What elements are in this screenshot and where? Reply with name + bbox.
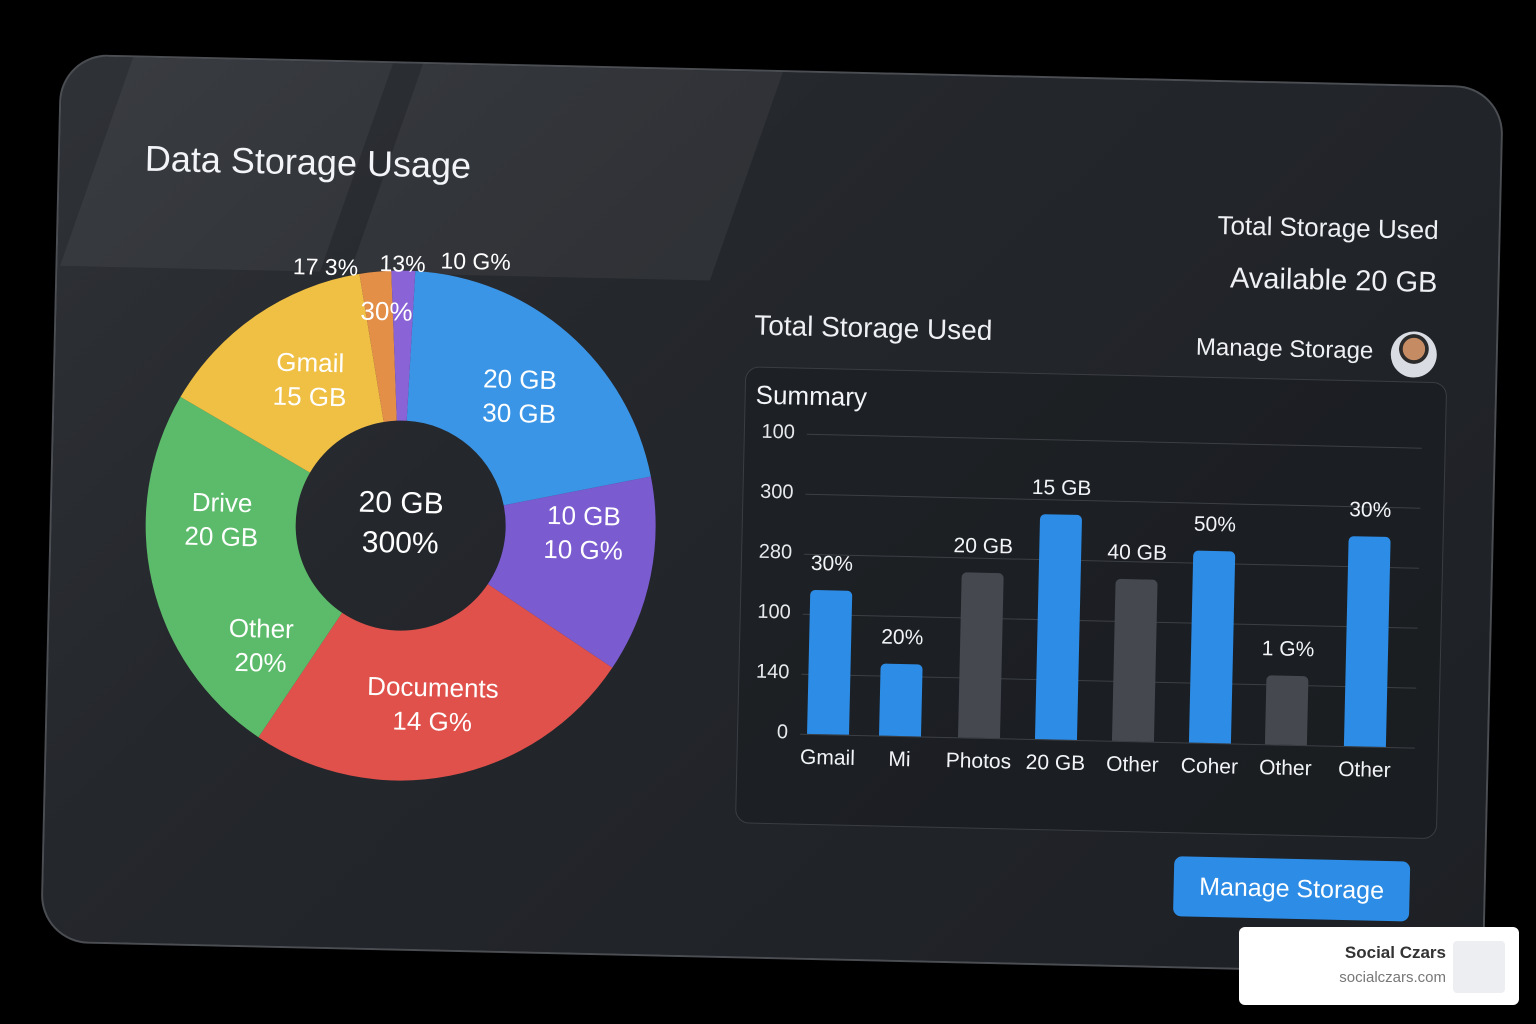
slice-text: 10 G% [543, 533, 624, 566]
bar-5 [1188, 550, 1236, 744]
slice-text: Other [228, 612, 295, 645]
slice-text: Gmail [276, 346, 345, 379]
y-tick-label: 0 [776, 721, 789, 744]
slice-label-gmail: Gmail 15 GB [272, 345, 347, 415]
manage-storage-button[interactable]: Manage Storage [1172, 856, 1411, 922]
bar-3 [1034, 514, 1083, 740]
storage-dashboard-card: Data Storage Usage Total Storage Used Av… [40, 53, 1504, 976]
slice-text: 14 G% [392, 705, 473, 738]
watermark-name: Social Czars [1344, 943, 1446, 962]
bar-data-label: 1 G% [1261, 637, 1315, 662]
bar-1 [879, 663, 923, 737]
gridline [800, 733, 1415, 749]
bar-data-label: 50% [1193, 512, 1237, 537]
slice-text: 20 GB [184, 520, 259, 553]
slice-label-drive: Drive 20 GB [184, 485, 259, 555]
slice-label-documents: Documents 14 G% [366, 669, 499, 740]
x-tick-label: 20 GB [1025, 750, 1086, 776]
bar-data-label: 20% [880, 625, 924, 650]
x-tick-label: Other [1337, 757, 1391, 783]
slice-text: 20% [234, 646, 287, 679]
donut-slice-5 [359, 270, 397, 422]
donut-slice-0 [406, 271, 651, 506]
donut-slice-4 [180, 273, 384, 473]
x-tick-label: Gmail [799, 745, 856, 770]
x-tick-label: Other [1258, 756, 1312, 781]
slice-label-top: 10 G% [440, 247, 512, 276]
bar-2 [957, 572, 1004, 739]
donut-slice-6 [391, 270, 416, 421]
available-storage: Available 20 GB [1229, 262, 1438, 300]
slice-text: 30 GB [482, 397, 557, 430]
total-storage-used-label: Total Storage Used [753, 309, 993, 346]
bar-data-label: 20 GB [953, 534, 1014, 559]
y-tick-label: 100 [761, 420, 796, 444]
slice-label-top: 13% [379, 250, 426, 278]
donut-slice-2 [258, 584, 613, 781]
slice-label-purple: 10 GB 10 G% [543, 498, 624, 568]
bar-data-label: 15 GB [1031, 475, 1092, 501]
x-tick-label: Mi [888, 747, 911, 772]
slice-label-top: 17 3% [292, 253, 359, 281]
bar-6 [1264, 675, 1309, 746]
slice-text: Drive [191, 486, 253, 519]
donut-center-label: 20 GB 300% [357, 483, 444, 565]
watermark: Social Czars socialczars.com [1239, 927, 1519, 1005]
donut-slice-3 [145, 396, 343, 738]
center-percent: 300% [361, 525, 439, 561]
slice-text: Documents [366, 670, 500, 704]
avatar[interactable] [1390, 331, 1438, 379]
y-tick-label: 280 [758, 540, 793, 564]
summary-title: Summary [755, 379, 868, 413]
bar-data-label: 30% [810, 551, 854, 576]
bar-0 [807, 589, 853, 735]
slice-label-other: Other 20% [228, 611, 295, 680]
gridline [806, 433, 1422, 449]
center-value: 20 GB [358, 485, 445, 521]
x-tick-label: Photos [945, 749, 1012, 774]
slice-label-blue: 20 GB 30 GB [482, 361, 557, 431]
y-tick-label: 140 [755, 660, 790, 684]
bar-data-label: 40 GB [1107, 540, 1168, 565]
x-tick-label: Other [1105, 752, 1159, 777]
bar-7 [1343, 536, 1391, 747]
slice-text: 10 GB [546, 499, 622, 532]
slice-text: 15 GB [272, 380, 347, 413]
y-tick-label: 100 [757, 600, 792, 624]
total-storage-used-heading: Total Storage Used [1217, 210, 1439, 246]
donut-chart [145, 270, 656, 781]
bar-4 [1111, 578, 1158, 742]
bar-data-label: 30% [1348, 498, 1392, 523]
y-tick-label: 300 [759, 480, 794, 504]
manage-storage-link[interactable]: Manage Storage [1195, 333, 1374, 365]
watermark-url: socialczars.com [1339, 969, 1446, 986]
slice-label-orange: 30% [360, 295, 413, 327]
watermark-logo-icon [1453, 941, 1505, 993]
donut-slice-1 [487, 476, 656, 668]
slice-text: 20 GB [482, 363, 558, 396]
gridline [805, 493, 1421, 509]
x-tick-label: Coher [1180, 754, 1239, 779]
summary-panel: Summary 0 140 100 280 300 100 30% Gmail 20% Mi 20 … [734, 366, 1448, 840]
